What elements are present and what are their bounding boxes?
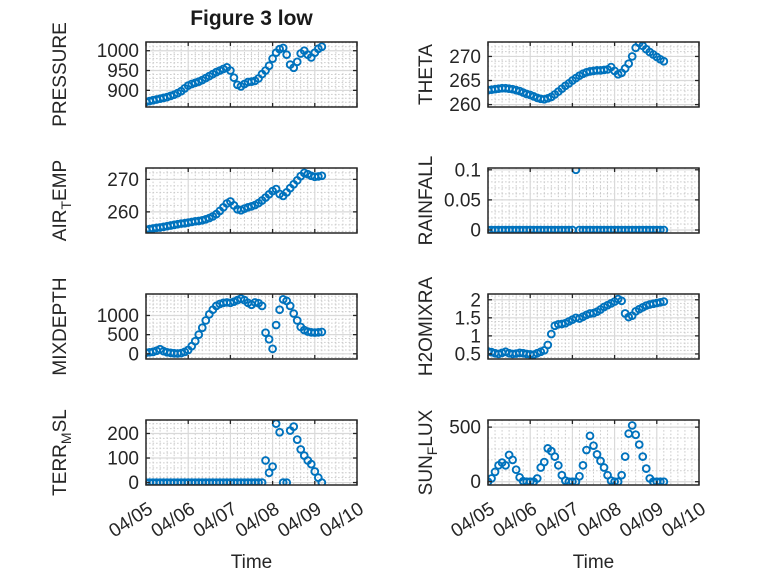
axes-box (145, 293, 358, 360)
x-tick-label: 04/10 (316, 499, 367, 543)
y-tick-label: 0.5 (455, 344, 481, 365)
data-series (146, 294, 327, 358)
y-tick-labels: 0 100 200 (107, 424, 139, 494)
y-axis-label-h2omixra: H2OMIXRA (416, 277, 437, 377)
grid-lines (487, 41, 700, 108)
subplot-terr-msl: 0100200TERRMSL04/0504/0604/0704/0804/090… (50, 409, 368, 542)
y-tick-label: 900 (107, 81, 139, 102)
y-axis-label-rainfall: RAINFALL (416, 156, 437, 246)
y-tick-label: 1.5 (455, 308, 481, 329)
grid-lines (145, 419, 358, 486)
subplot-theta: 260 265 270 THETA (416, 41, 700, 116)
x-tick-label: 04/05 (105, 499, 156, 543)
x-tick-label: 04/06 (490, 499, 541, 543)
y-tick-label: 500 (449, 418, 481, 439)
y-tick-label: 500 (107, 325, 139, 346)
y-tick-label: 260 (107, 202, 139, 223)
y-tick-label: 0 (128, 473, 139, 494)
data-series (488, 42, 669, 104)
axes-box (145, 41, 358, 108)
y-axis-label-pressure: PRESSURE (50, 22, 71, 127)
y-axis-label-terr-msl: TERRMSL (50, 409, 74, 496)
y-tick-labels: 260 265 270 (449, 47, 481, 116)
x-tick-label: 04/10 (658, 499, 709, 543)
subplot-air-temp: 260 270 AIRTEMP (50, 160, 358, 241)
x-axis-label-left: Time (230, 552, 273, 573)
y-tick-label: 0 (470, 472, 481, 493)
y-tick-label: 1 (470, 326, 481, 347)
y-tick-label: 0 (128, 344, 139, 365)
y-tick-label: 270 (107, 170, 139, 191)
y-tick-label: 260 (449, 95, 481, 116)
subplot-sun-flux: 0 500 SUNFLUX 04/0504/0604/0704/0804/0904/1… (416, 409, 710, 542)
x-tick-label: 04/07 (532, 499, 583, 543)
axes-box (145, 419, 358, 486)
data-series (488, 294, 669, 359)
y-tick-labels: 0.511.52 (455, 290, 481, 365)
axes-box (487, 419, 700, 486)
x-axis-label-right: Time (572, 552, 615, 573)
axes-box (487, 293, 700, 360)
x-tick-label: 04/08 (232, 499, 283, 543)
x-tick-label: 04/09 (274, 499, 325, 543)
data-series (146, 42, 327, 107)
y-tick-labels: 260 270 (107, 170, 139, 224)
axes-box (487, 167, 700, 234)
axes-box (487, 41, 700, 108)
x-tick-label: 04/05 (447, 499, 498, 543)
data-series (146, 168, 327, 233)
y-axis-label-sun-flux: SUNFLUX (416, 409, 440, 495)
y-axis-label-air-temp: AIRTEMP (50, 160, 74, 241)
y-tick-label: 2 (470, 290, 481, 311)
x-tick-label: 04/08 (574, 499, 625, 543)
y-tick-labels: 0 500 (449, 418, 481, 494)
y-tick-label: 100 (107, 449, 139, 470)
subplot-h2omixra: 0.511.52 H2OMIXRA (416, 277, 700, 377)
subplot-rainfall: 0 0.05 0.1 RAINFALL (416, 156, 700, 246)
y-tick-label: 1000 (97, 41, 139, 62)
y-tick-label: 0.05 (444, 190, 481, 211)
y-tick-label: 265 (449, 71, 481, 92)
x-tick-label: 04/09 (616, 499, 667, 543)
grid-lines (487, 167, 700, 234)
y-tick-label: 200 (107, 424, 139, 445)
y-tick-label: 0.1 (455, 160, 481, 181)
y-tick-label: 1000 (97, 306, 139, 327)
data-series (488, 421, 669, 485)
y-tick-label: 0 (470, 220, 481, 241)
y-tick-label: 950 (107, 61, 139, 82)
x-tick-label: 04/06 (148, 499, 199, 543)
y-tick-label: 270 (449, 47, 481, 68)
y-axis-label-mixdepth: MIXDEPTH (50, 277, 71, 375)
y-axis-label-theta: THETA (416, 44, 437, 105)
y-tick-labels: 0 0.05 0.1 (444, 160, 481, 241)
data-series (146, 420, 327, 485)
x-tick-label: 04/07 (190, 499, 241, 543)
axes-box (145, 167, 358, 234)
figure-title: Figure 3 low (190, 7, 313, 30)
